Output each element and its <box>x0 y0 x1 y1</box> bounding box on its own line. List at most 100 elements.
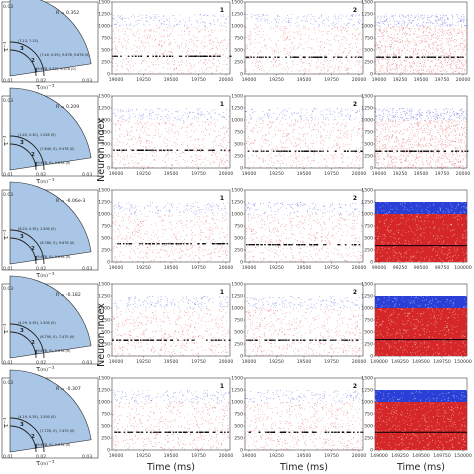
excitatory-spike <box>318 123 319 125</box>
inhibitory-spike <box>184 24 186 26</box>
excitatory-spike <box>306 62 307 64</box>
excitatory-spike <box>192 123 194 124</box>
excitatory-spike <box>306 165 307 166</box>
inhibitory-spike <box>229 22 231 24</box>
excitatory-spike <box>118 42 119 43</box>
excitatory-spike <box>205 46 206 48</box>
excitatory-spike <box>402 133 404 135</box>
excitatory-spike <box>433 67 435 69</box>
excitatory-spike <box>254 42 255 44</box>
excitatory-spike <box>451 34 452 35</box>
excitatory-spike <box>144 49 145 51</box>
excitatory-spike <box>381 72 383 74</box>
synchrony-spike <box>178 55 181 57</box>
excitatory-spike <box>340 31 342 33</box>
excitatory-spike <box>274 50 275 51</box>
synchrony-spike <box>316 150 318 152</box>
excitatory-spike <box>246 128 247 129</box>
inhibitory-spike <box>424 25 426 27</box>
excitatory-spike <box>323 158 325 160</box>
inhibitory-spike <box>346 109 348 110</box>
inhibitory-spike <box>150 17 152 19</box>
excitatory-spike <box>284 30 286 31</box>
excitatory-spike <box>274 163 276 164</box>
excitatory-spike <box>148 135 150 136</box>
excitatory-spike <box>207 150 209 152</box>
inhibitory-spike <box>348 22 350 24</box>
y-tick-label: 250 <box>364 60 373 66</box>
excitatory-spike <box>139 139 141 141</box>
x-tick-label: 19750 <box>324 171 339 177</box>
inhibitory-spike <box>169 23 170 25</box>
excitatory-spike <box>393 53 395 54</box>
inhibitory-spike <box>357 110 359 112</box>
synchrony-spike <box>190 149 193 151</box>
excitatory-spike <box>378 60 379 62</box>
inhibitory-spike <box>246 119 248 121</box>
inhibitory-spike <box>123 111 124 112</box>
excitatory-spike <box>262 141 264 143</box>
excitatory-spike <box>168 129 170 130</box>
excitatory-spike <box>252 128 254 130</box>
excitatory-spike <box>355 65 356 66</box>
excitatory-spike <box>446 128 447 129</box>
synchrony-spike <box>324 56 327 58</box>
inhibitory-spike <box>306 112 308 114</box>
excitatory-spike <box>404 144 406 146</box>
excitatory-spike <box>457 147 459 149</box>
synchrony-spike <box>155 55 158 57</box>
excitatory-spike <box>339 167 341 168</box>
excitatory-spike <box>354 35 356 37</box>
excitatory-spike <box>349 148 351 149</box>
excitatory-spike <box>153 134 155 136</box>
excitatory-spike <box>274 31 276 33</box>
excitatory-spike <box>395 137 397 138</box>
excitatory-spike <box>115 37 117 38</box>
excitatory-spike <box>145 29 147 31</box>
inhibitory-spike <box>306 15 308 17</box>
excitatory-spike <box>204 165 206 167</box>
inhibitory-spike <box>212 19 214 21</box>
excitatory-spike <box>454 39 456 40</box>
excitatory-spike <box>408 51 410 52</box>
y-axis-label-lower: Neuron Index <box>96 303 107 367</box>
excitatory-spike <box>116 144 118 146</box>
excitatory-spike <box>187 132 189 133</box>
excitatory-spike <box>405 35 406 37</box>
excitatory-spike <box>396 70 398 72</box>
excitatory-spike <box>195 160 197 162</box>
excitatory-spike <box>186 145 188 147</box>
excitatory-spike <box>273 59 274 61</box>
excitatory-spike <box>349 49 351 51</box>
excitatory-spike <box>138 70 140 72</box>
excitatory-spike <box>357 52 359 54</box>
excitatory-spike <box>206 68 207 70</box>
inhibitory-spike <box>349 114 351 116</box>
excitatory-spike <box>342 27 344 29</box>
excitatory-spike <box>151 56 153 58</box>
inhibitory-spike <box>148 115 150 117</box>
excitatory-spike <box>456 134 457 135</box>
excitatory-spike <box>286 122 288 124</box>
excitatory-spike <box>422 125 424 127</box>
excitatory-spike <box>352 159 353 161</box>
excitatory-spike <box>305 68 306 70</box>
excitatory-spike <box>413 61 414 62</box>
excitatory-spike <box>133 45 135 46</box>
excitatory-spike <box>437 50 438 51</box>
excitatory-spike <box>321 31 322 33</box>
excitatory-spike <box>272 122 274 123</box>
inhibitory-spike <box>418 15 419 17</box>
excitatory-spike <box>149 37 151 39</box>
excitatory-spike <box>424 38 426 40</box>
inhibitory-spike <box>198 118 199 119</box>
inhibitory-spike <box>353 24 354 26</box>
excitatory-spike <box>168 44 170 45</box>
synchrony-spike <box>311 150 314 152</box>
inhibitory-spike <box>441 24 442 25</box>
inhibitory-spike <box>312 118 314 120</box>
excitatory-spike <box>213 63 215 65</box>
excitatory-spike <box>225 166 226 168</box>
excitatory-spike <box>160 40 162 41</box>
excitatory-spike <box>279 73 281 74</box>
